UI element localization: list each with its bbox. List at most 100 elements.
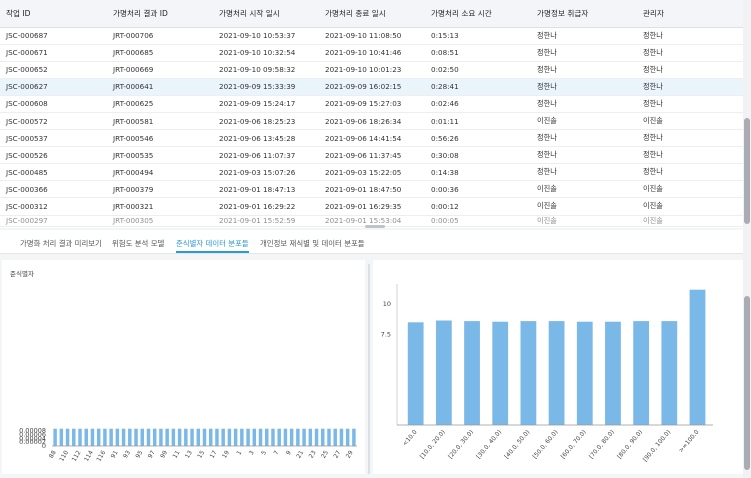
table-row[interactable]: JSC-000652 JRT-000669 2021-09-10 09:58:32 2…: [0, 61, 743, 79]
x-tick-label: 91: [110, 449, 120, 459]
table-row[interactable]: JSC-000297 JRT-000305 2021-09-01 15:52:59 2…: [0, 215, 743, 227]
cell-job-id: JSC-000297: [0, 215, 107, 227]
cell-duration: 0:02:46: [425, 95, 531, 113]
x-tick-label: [30.0, 40.0): [475, 429, 503, 460]
tab-risk-model[interactable]: 위험도 분석 모델: [112, 239, 165, 248]
cell-end-time: 2021-09-03 15:22:05: [319, 163, 425, 182]
table-row[interactable]: JSC-000627 JRT-000641 2021-09-09 15:33:39 2…: [0, 78, 743, 96]
cell-result-id: JRT-000581: [107, 112, 213, 131]
cell-job-id: JSC-000572: [0, 112, 107, 131]
quasi-identifier-chart-panel: 준식별자 0 0.00002 0.00004 0.00006 0.00008 88 110 11…: [2, 260, 365, 474]
cell-job-id: JSC-000366: [0, 180, 107, 199]
job-table: 작업 ID 가명처리 결과 ID 가명처리 시작 일시 가명처리 종료 일시 가…: [0, 0, 743, 227]
cell-handler: 이진솔: [531, 180, 637, 199]
bar: [78, 428, 82, 446]
x-tick-label: 5: [260, 449, 268, 456]
bar: [339, 428, 344, 446]
cell-handler: 이진솔: [531, 112, 637, 131]
x-tick-label: 23: [308, 449, 318, 459]
table-scroll-thumb[interactable]: [744, 118, 750, 224]
y-tick-label: 10: [383, 300, 391, 308]
col-header-end-time[interactable]: 가명처리 종료 일시: [319, 0, 425, 28]
col-header-start-time[interactable]: 가명처리 시작 일시: [213, 0, 319, 28]
bar: [302, 428, 306, 446]
x-tick-label: 27: [332, 449, 342, 459]
table-row[interactable]: JSC-000572 JRT-000581 2021-09-06 18:25:23 2…: [0, 112, 743, 131]
cell-start-time: 2021-09-10 09:58:32: [213, 61, 319, 79]
range-chart-panel: 7.5 10 <10.0 [10.0, 20.0) [20.0, 30.0) [30.0,…: [373, 260, 743, 474]
y-tick-label: 0.00004: [19, 434, 46, 442]
cell-result-id: JRT-000535: [107, 146, 213, 165]
bar: [283, 428, 288, 446]
chart-title: 준식별자: [10, 269, 34, 278]
table-row[interactable]: JSC-000526 JRT-000535 2021-09-06 11:07:37 2…: [0, 146, 743, 165]
bar: [605, 321, 621, 425]
bar: [520, 321, 537, 425]
bar: [345, 428, 350, 446]
table-row[interactable]: JSC-000687 JRT-000706 2021-09-10 10:53:37 2…: [0, 27, 743, 45]
bar: [689, 289, 706, 425]
bar: [333, 428, 337, 446]
bar: [277, 428, 281, 446]
cell-handler: 정한나: [531, 44, 637, 62]
cell-end-time: 2021-09-06 11:37:45: [319, 146, 425, 165]
tab-preview[interactable]: 가명화 처리 결과 미리보기: [20, 239, 102, 248]
x-tick-label: 9: [285, 449, 293, 456]
cell-result-id: JRT-000685: [107, 44, 213, 62]
cell-duration: 0:00:12: [425, 197, 531, 216]
table-row[interactable]: JSC-000608 JRT-000625 2021-09-09 15:24:17 2…: [0, 95, 743, 113]
tab-reidentification-distribution[interactable]: 개인정보 재식별 및 데이터 분포들: [260, 239, 365, 248]
bar: [548, 321, 565, 425]
col-header-handler[interactable]: 가명정보 취급자: [531, 0, 637, 28]
cell-manager: 정한나: [637, 61, 743, 79]
y-tick-label: 0.00008: [19, 427, 46, 435]
bar: [159, 428, 163, 446]
table-row[interactable]: JSC-000312 JRT-000321 2021-09-01 16:29:22 2…: [0, 197, 743, 216]
bar: [252, 428, 257, 446]
cell-end-time: 2021-09-09 16:02:15: [319, 78, 425, 96]
cell-start-time: 2021-09-03 15:07:26: [213, 163, 319, 182]
tab-quasi-identifier-distribution[interactable]: 준식별자 데이터 분포들: [176, 239, 249, 253]
bar: [196, 428, 201, 446]
cell-start-time: 2021-09-09 15:33:39: [213, 78, 319, 96]
bar: [271, 428, 275, 446]
y-tick-label: 0.00002: [19, 438, 46, 446]
x-tick-label: [40.0, 50.0): [503, 429, 531, 460]
cell-duration: 0:14:38: [425, 163, 531, 182]
x-tick-label: 17: [209, 449, 219, 459]
table-row[interactable]: JSC-000366 JRT-000379 2021-09-01 18:47:13 2…: [0, 180, 743, 199]
cell-end-time: 2021-09-10 10:41:46: [319, 44, 425, 62]
cell-start-time: 2021-09-01 15:52:59: [213, 215, 319, 227]
bar: [128, 428, 132, 446]
cell-result-id: JRT-000706: [107, 27, 213, 45]
cell-start-time: 2021-09-01 18:47:13: [213, 180, 319, 199]
page-vertical-scrollbar[interactable]: [743, 0, 751, 478]
x-tick-label: >=100.0: [678, 429, 701, 454]
bar: [258, 428, 263, 446]
cell-start-time: 2021-09-09 15:24:17: [213, 95, 319, 113]
cell-job-id: JSC-000485: [0, 163, 107, 182]
col-header-result-id[interactable]: 가명처리 결과 ID: [107, 0, 213, 28]
bar: [171, 428, 176, 446]
y-tick-label: 0.00006: [19, 431, 46, 439]
x-tick-label: 29: [345, 449, 355, 459]
bar: [72, 428, 76, 446]
bar: [202, 428, 207, 446]
table-horizontal-scrollbar[interactable]: [0, 225, 743, 229]
x-tick-label: [60.0, 70.0): [560, 429, 588, 460]
col-header-job-id[interactable]: 작업 ID: [0, 0, 107, 28]
table-row[interactable]: JSC-000537 JRT-000546 2021-09-06 13:45:28 2…: [0, 129, 743, 148]
bar: [109, 428, 113, 446]
col-header-duration[interactable]: 가명처리 소요 시간: [425, 0, 531, 28]
cell-manager: 이진솔: [637, 197, 743, 216]
cell-job-id: JSC-000537: [0, 129, 107, 148]
page-scroll-thumb[interactable]: [744, 296, 750, 470]
table-row[interactable]: JSC-000671 JRT-000685 2021-09-10 10:32:54 2…: [0, 44, 743, 62]
col-header-manager[interactable]: 관리자: [637, 0, 743, 28]
table-row[interactable]: JSC-000485 JRT-000494 2021-09-03 15:07:26 2…: [0, 163, 743, 182]
bar: [115, 428, 120, 446]
x-tick-label: 88: [48, 449, 58, 459]
cell-handler: 이진솔: [531, 215, 637, 227]
bar: [65, 428, 70, 446]
table-horizontal-scroll-thumb[interactable]: [365, 225, 385, 228]
